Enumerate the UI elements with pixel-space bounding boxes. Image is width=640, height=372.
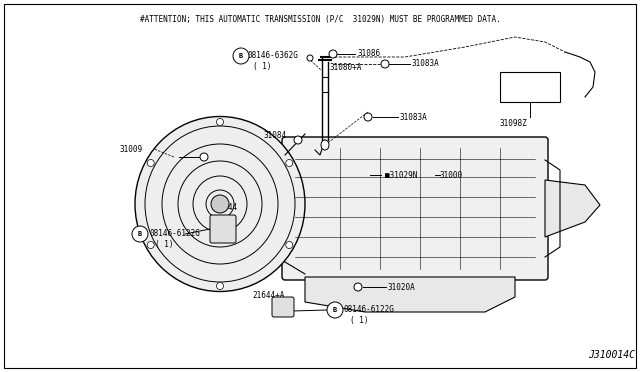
Text: 31009: 31009 [119,144,142,154]
Ellipse shape [381,60,389,68]
Ellipse shape [200,153,208,161]
FancyBboxPatch shape [210,215,236,243]
Text: J310014C: J310014C [588,350,635,360]
Text: ( 1): ( 1) [350,315,369,324]
Text: 31083A: 31083A [400,112,428,122]
Circle shape [132,226,148,242]
Text: B: B [333,307,337,313]
Text: 21644+A: 21644+A [252,291,284,299]
Ellipse shape [307,55,313,61]
Ellipse shape [147,241,154,248]
Text: 08146-6122G: 08146-6122G [150,230,201,238]
Circle shape [233,48,249,64]
Text: 21644: 21644 [214,202,237,212]
Text: 31000: 31000 [440,170,463,180]
Ellipse shape [294,136,302,144]
Polygon shape [305,277,515,312]
Ellipse shape [364,113,372,121]
Text: 310B2E: 310B2E [516,83,544,92]
Text: #ATTENTION; THIS AUTOMATIC TRANSMISSION (P/C  31029N) MUST BE PROGRAMMED DATA.: #ATTENTION; THIS AUTOMATIC TRANSMISSION … [140,15,500,24]
Ellipse shape [354,283,362,291]
Ellipse shape [147,160,154,167]
Ellipse shape [216,282,223,289]
Text: 31080+A: 31080+A [330,62,362,71]
Ellipse shape [135,116,305,292]
Text: ( 1): ( 1) [155,241,173,250]
Ellipse shape [321,140,329,150]
Text: 08146-6122G: 08146-6122G [344,305,395,314]
Text: 31098Z: 31098Z [500,119,528,128]
Text: 31084: 31084 [263,131,286,140]
FancyBboxPatch shape [282,137,548,280]
Text: B: B [239,53,243,59]
Ellipse shape [211,195,229,213]
Ellipse shape [329,50,337,58]
Text: B: B [138,231,142,237]
Text: 31083A: 31083A [412,60,440,68]
Ellipse shape [286,160,292,167]
Circle shape [327,302,343,318]
Text: 08146-6362G: 08146-6362G [248,51,299,61]
Text: 31020A: 31020A [388,282,416,292]
Ellipse shape [216,119,223,125]
FancyBboxPatch shape [272,297,294,317]
Text: 31086: 31086 [357,49,380,58]
Bar [500,72,560,102]
Polygon shape [545,180,600,237]
Text: ■31029N: ■31029N [385,170,417,180]
Ellipse shape [286,241,292,248]
Text: ( 1): ( 1) [253,62,271,71]
